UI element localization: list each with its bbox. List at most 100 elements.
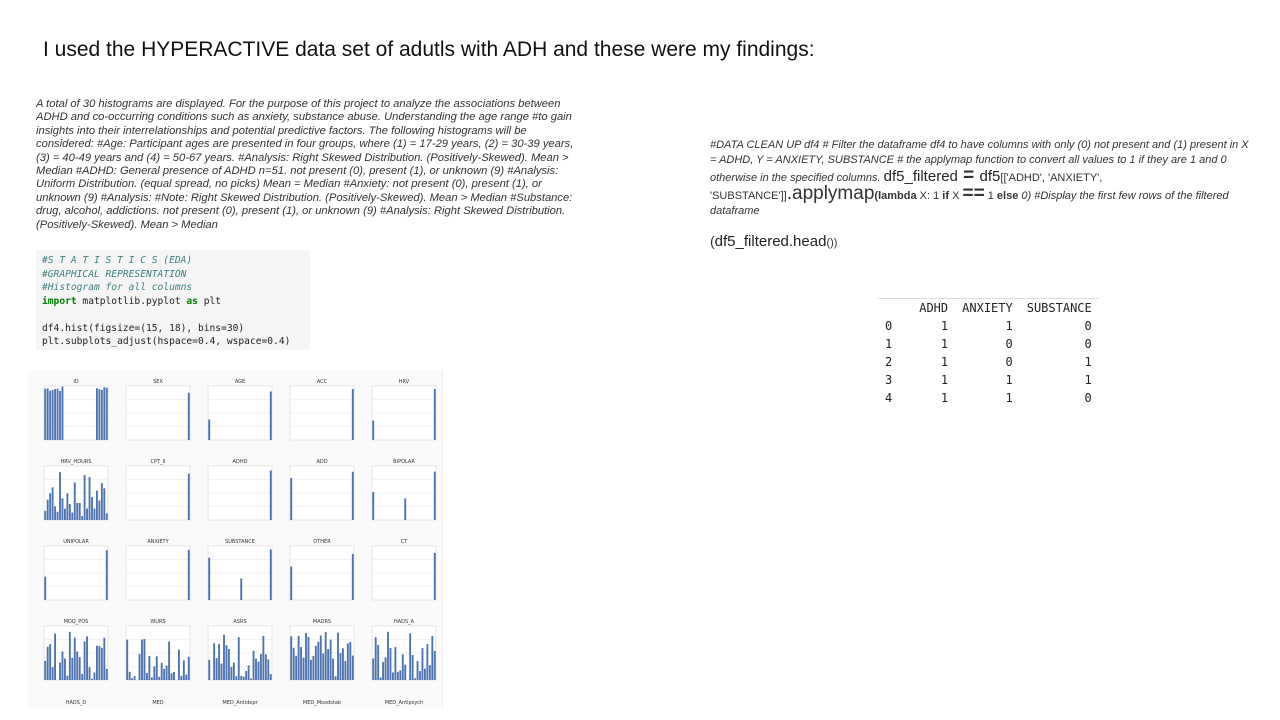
histogram-bar bbox=[232, 662, 235, 680]
histogram-bar bbox=[433, 388, 436, 440]
histogram-bar bbox=[138, 653, 141, 680]
code-comment-3: #Histogram for all columns bbox=[42, 282, 193, 293]
histogram-bar bbox=[372, 491, 375, 520]
histogram-bar bbox=[257, 661, 260, 680]
histogram-bar bbox=[51, 667, 54, 680]
histogram-title: AGE bbox=[235, 379, 245, 385]
histogram-bar bbox=[351, 389, 354, 440]
histogram-title: MDQ_POS bbox=[64, 619, 89, 625]
histogram-bar bbox=[419, 671, 421, 680]
histogram-bar bbox=[327, 649, 330, 680]
histogram-bar bbox=[56, 511, 59, 520]
histogram-bar bbox=[51, 390, 54, 440]
histogram-bar bbox=[83, 474, 86, 520]
histogram-bar bbox=[351, 553, 354, 600]
x-symbol: X bbox=[949, 190, 963, 202]
dataframe-output: ADHD ANXIETY SUBSTANCE 0 1 1 0 1 1 0 0 2 1 0 1 3 1… bbox=[878, 298, 1099, 407]
histogram-bar bbox=[61, 651, 64, 680]
histogram-bar bbox=[59, 662, 61, 680]
histogram-bar bbox=[242, 676, 245, 680]
histogram-bar bbox=[148, 655, 151, 680]
histogram-bar bbox=[98, 500, 101, 520]
histogram-bar bbox=[324, 631, 327, 680]
histogram-bar bbox=[290, 566, 293, 600]
histogram-title: ADHD bbox=[233, 459, 248, 465]
histogram-title: ID bbox=[73, 379, 78, 385]
table-cell: 0 bbox=[1084, 319, 1092, 333]
histogram-bar bbox=[160, 662, 163, 680]
histogram-bar bbox=[433, 552, 436, 600]
histogram-bar bbox=[259, 653, 262, 680]
histogram-bar bbox=[158, 676, 161, 680]
histogram-bar bbox=[309, 659, 312, 680]
code-keyword-as: as bbox=[186, 295, 198, 307]
histogram-bar bbox=[428, 665, 431, 680]
histogram-bar bbox=[180, 675, 183, 680]
histogram-bar bbox=[91, 497, 93, 520]
histogram-bar bbox=[269, 470, 272, 520]
code-import-module: matplotlib.pyplot bbox=[76, 295, 187, 307]
histogram-bar bbox=[339, 653, 342, 680]
histogram-bar bbox=[187, 656, 190, 680]
histogram-bar bbox=[128, 671, 131, 680]
code-keyword-import: import bbox=[42, 295, 77, 307]
histogram-bar bbox=[66, 493, 69, 520]
table-cell: 0 bbox=[1005, 337, 1013, 351]
histogram-bar bbox=[133, 676, 136, 680]
histogram-bar bbox=[262, 635, 265, 680]
histogram-bar bbox=[387, 631, 389, 680]
histogram-bar bbox=[131, 678, 134, 680]
code-import-alias: plt bbox=[197, 295, 222, 307]
histogram-bar bbox=[245, 670, 248, 680]
histogram-bar bbox=[312, 655, 315, 680]
histogram-bar bbox=[349, 641, 352, 680]
histogram-bar bbox=[391, 672, 394, 680]
histogram-bar bbox=[433, 471, 436, 520]
histogram-bar bbox=[81, 673, 84, 680]
histogram-bar bbox=[44, 576, 47, 600]
table-header: ANXIETY bbox=[962, 301, 1013, 315]
df5-filtered-var: df5_filtered bbox=[883, 168, 958, 185]
histogram-bar bbox=[44, 660, 47, 680]
code-line-hist: df4.hist(figsize=(15, 18), bins=30) bbox=[42, 322, 245, 334]
dataframe-table: ADHD ANXIETY SUBSTANCE 0 1 1 0 1 1 0 0 2 1 0 1 3 1… bbox=[878, 299, 1099, 407]
df5-var: df5 bbox=[979, 168, 1001, 185]
histogram-title: UNIPOLAR bbox=[63, 539, 89, 545]
histogram-bar bbox=[423, 668, 426, 680]
histogram-bar bbox=[83, 641, 86, 680]
head-close: ()) bbox=[826, 237, 838, 249]
histogram-bar bbox=[346, 643, 349, 680]
histogram-bar bbox=[95, 645, 98, 680]
histogram-title: HRV_HOURS bbox=[61, 459, 92, 465]
histogram-bar bbox=[187, 549, 190, 600]
table-header-row: ADHD ANXIETY SUBSTANCE bbox=[878, 299, 1099, 317]
table-cell: 1 bbox=[885, 337, 893, 351]
histogram-bar bbox=[223, 634, 225, 680]
table-cell: 0 bbox=[1084, 337, 1092, 351]
histogram-bar bbox=[177, 649, 180, 680]
histogram-bar bbox=[409, 633, 412, 680]
histogram-title: CT bbox=[401, 539, 408, 545]
histogram-bar bbox=[88, 477, 91, 520]
histogram-bar bbox=[78, 502, 81, 520]
histogram-bar bbox=[54, 633, 57, 680]
histogram-bar bbox=[155, 656, 158, 680]
table-row: 4 1 1 0 bbox=[878, 389, 1099, 407]
histogram-bar bbox=[46, 646, 49, 680]
histogram-bar bbox=[105, 550, 108, 600]
histogram-bar bbox=[54, 389, 57, 440]
histogram-bar bbox=[208, 419, 211, 440]
histogram-bar bbox=[372, 420, 375, 440]
histogram-bar bbox=[319, 635, 322, 680]
histogram-bar bbox=[66, 675, 69, 680]
histogram-bar bbox=[334, 676, 337, 680]
table-cell: 0 bbox=[1084, 391, 1092, 405]
histogram-bar bbox=[372, 658, 375, 680]
histogram-bar bbox=[44, 388, 47, 440]
code-comment-2: #GRAPHICAL REPRESENTATION bbox=[42, 268, 187, 280]
histogram-title: WURS bbox=[150, 619, 165, 625]
equality-operator: == bbox=[962, 183, 985, 204]
histogram-bar bbox=[237, 637, 240, 680]
histogram-bar bbox=[49, 493, 52, 520]
histogram-bar bbox=[215, 658, 218, 680]
